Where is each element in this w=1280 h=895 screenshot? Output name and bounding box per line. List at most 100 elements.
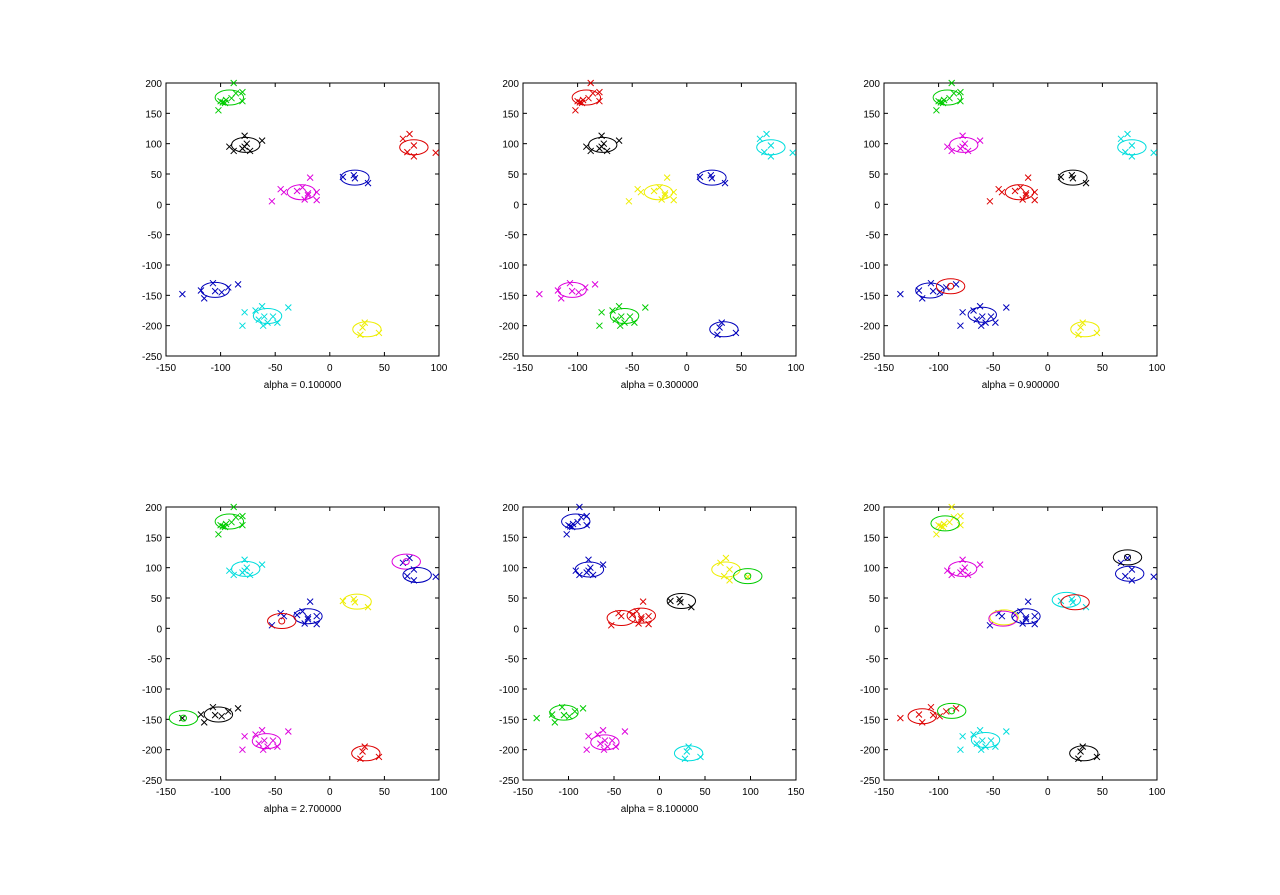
- cluster-ellipse: [214, 89, 245, 106]
- cluster-ellipse: [967, 306, 997, 323]
- y-tick-label: 50: [508, 170, 520, 181]
- cluster-ellipse: [342, 593, 372, 610]
- data-point-cross: [241, 732, 248, 740]
- y-tick-label: -250: [142, 352, 162, 363]
- data-point-cross: [637, 614, 645, 621]
- x-tick-label: 0: [327, 363, 333, 374]
- data-point-cross: [1079, 319, 1087, 326]
- cluster-ellipse: [915, 282, 945, 299]
- y-tick-label: 150: [502, 533, 519, 544]
- cluster-ellipse: [168, 710, 199, 727]
- data-point-cross: [211, 711, 219, 719]
- data-point-cross: [915, 287, 923, 294]
- subplot-4: -150 -100 -50 0 50 100 -250 -200 -150 -100 -50 0 50 1…: [142, 503, 448, 815]
- data-point-cross: [269, 313, 277, 320]
- cluster-center-marker: [948, 707, 956, 715]
- cluster-center-marker: [1124, 553, 1132, 561]
- data-point-cross: [563, 530, 571, 538]
- y-tick-label: 150: [863, 533, 880, 544]
- data-point-cross: [1079, 743, 1087, 750]
- data-point-cross: [708, 174, 716, 182]
- subplot-6: -150 -100 -50 0 50 100 -250 -200 -150 -100 -50 0 50 1…: [860, 503, 1166, 798]
- data-point-cross: [716, 324, 723, 331]
- data-point-cross: [179, 290, 186, 298]
- y-tick-label: 100: [502, 140, 519, 151]
- data-point-cross: [258, 137, 266, 144]
- data-point-cross: [230, 147, 238, 155]
- y-tick-label: 0: [156, 624, 162, 635]
- data-point-cross: [767, 142, 775, 149]
- axes-box: [165, 506, 440, 781]
- cluster-ellipse: [932, 89, 963, 106]
- y-tick-label: 200: [145, 79, 162, 90]
- cluster-ellipse: [937, 702, 967, 719]
- data-point-cross: [234, 281, 242, 288]
- y-tick-label: -150: [499, 715, 519, 726]
- x-tick-label: -150: [513, 363, 533, 374]
- data-point-cross: [959, 732, 966, 740]
- y-tick-label: -250: [499, 776, 519, 787]
- data-point-cross: [992, 319, 999, 326]
- data-point-cross: [897, 714, 904, 722]
- data-point-cross: [239, 512, 246, 520]
- data-point-cross: [585, 732, 592, 740]
- data-point-cross: [568, 287, 576, 295]
- y-tick-label: 100: [502, 564, 519, 575]
- data-point-cross: [964, 147, 972, 155]
- x-tick-label: -100: [558, 787, 578, 798]
- data-point-cross: [258, 726, 266, 734]
- cluster-ellipse: [351, 745, 381, 762]
- data-point-cross: [789, 149, 797, 157]
- subplot-5: -150 -100 -50 0 50 100 150 -250 -200 -150 -100 -50 0…: [499, 503, 805, 815]
- cluster-ellipse: [1051, 591, 1082, 608]
- data-point-cross: [359, 748, 366, 755]
- data-point-cross: [230, 79, 238, 87]
- y-tick-label: -150: [142, 291, 162, 302]
- y-tick-label: -100: [142, 261, 162, 272]
- data-point-cross: [252, 731, 259, 738]
- y-tick-label: -100: [499, 685, 519, 696]
- y-tick-label: -250: [142, 776, 162, 787]
- data-point-cross: [942, 708, 950, 715]
- data-point-cross: [228, 518, 235, 526]
- data-point-cross: [1022, 191, 1030, 199]
- data-point-cross: [937, 523, 945, 530]
- data-point-cross: [621, 728, 629, 735]
- data-point-cross: [304, 191, 312, 199]
- axes-box: [522, 506, 797, 781]
- data-point-cross: [1077, 748, 1084, 755]
- data-point-cross: [1124, 130, 1131, 138]
- data-point-cross: [617, 313, 625, 320]
- data-point-cross: [260, 313, 268, 320]
- data-point-cross: [615, 137, 623, 144]
- data-point-cross: [269, 737, 277, 744]
- y-tick-label: 100: [145, 140, 162, 151]
- data-point-cross: [566, 279, 574, 287]
- cluster-center-marker: [744, 572, 752, 580]
- cluster-ellipse: [214, 513, 245, 530]
- data-point-cross: [987, 313, 995, 320]
- y-tick-label: 100: [145, 564, 162, 575]
- data-point-cross: [987, 737, 995, 744]
- data-point-cross: [998, 188, 1006, 196]
- data-point-cross: [551, 719, 559, 726]
- data-point-cross: [964, 571, 972, 579]
- data-point-cross: [957, 145, 964, 152]
- x-axis-label: alpha = 0.100000: [264, 380, 342, 391]
- data-point-cross: [569, 520, 577, 528]
- data-point-cross: [432, 573, 440, 581]
- data-point-cross: [645, 612, 652, 620]
- data-point-cross: [179, 714, 186, 722]
- data-point-cross: [1024, 174, 1032, 181]
- data-point-cross: [722, 554, 730, 562]
- cluster-ellipse: [200, 281, 230, 298]
- x-tick-label: -150: [874, 363, 894, 374]
- cluster-ellipse: [1069, 745, 1099, 762]
- cluster-ellipse: [1011, 608, 1041, 625]
- data-point-cross: [918, 719, 926, 726]
- y-tick-label: 0: [874, 200, 880, 211]
- data-point-cross: [1121, 572, 1129, 580]
- data-point-cross: [637, 615, 645, 623]
- x-tick-label: -100: [211, 787, 231, 798]
- data-point-cross: [258, 561, 266, 568]
